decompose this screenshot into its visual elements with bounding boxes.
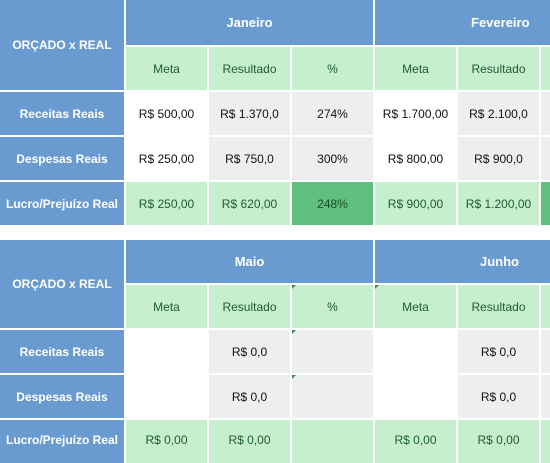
cell-resultado[interactable]: R$ 0,00 [458,420,539,463]
subheader-meta[interactable]: Meta [375,285,456,328]
cell-percent[interactable]: 300% [292,137,373,180]
cell-meta[interactable] [126,375,207,418]
subheader-partial[interactable] [541,47,550,90]
row-label-receitas[interactable]: Receitas Reais [0,92,124,135]
cell-partial[interactable] [541,330,550,373]
cell-percent-highlight[interactable]: 248% [292,182,373,225]
cell-meta[interactable]: R$ 900,00 [375,182,456,225]
subheader-resultado[interactable]: Resultado [209,47,290,90]
cell-resultado[interactable]: R$ 0,0 [458,375,539,418]
cell-meta[interactable]: R$ 0,00 [375,420,456,463]
cell-resultado[interactable]: R$ 1.370,0 [209,92,290,135]
subheader-meta[interactable]: Meta [375,47,456,90]
cell-meta[interactable] [375,330,456,373]
cell-partial[interactable] [541,182,550,225]
cell-meta[interactable]: R$ 500,00 [126,92,207,135]
cell-partial[interactable] [541,92,550,135]
cell-resultado[interactable]: R$ 0,0 [458,330,539,373]
cell-partial[interactable] [541,137,550,180]
cell-percent[interactable] [292,420,373,463]
cell-resultado[interactable]: R$ 0,0 [209,375,290,418]
month-header-maio[interactable]: Maio [126,240,373,283]
cell-percent[interactable]: 274% [292,92,373,135]
subheader-resultado[interactable]: Resultado [458,285,539,328]
cell-meta[interactable] [375,375,456,418]
cell-partial[interactable] [541,420,550,463]
subheader-percent[interactable]: % [292,285,373,328]
cell-resultado[interactable]: R$ 900,0 [458,137,539,180]
cell-resultado[interactable]: R$ 620,00 [209,182,290,225]
subheader-resultado[interactable]: Resultado [458,47,539,90]
subheader-resultado[interactable]: Resultado [209,285,290,328]
month-header-janeiro[interactable]: Janeiro [126,0,373,45]
subheader-meta[interactable]: Meta [126,285,207,328]
cell-resultado[interactable]: R$ 2.100,0 [458,92,539,135]
cell-resultado[interactable]: R$ 0,0 [209,330,290,373]
cell-partial[interactable] [541,375,550,418]
month-header-fevereiro[interactable]: Fevereiro [375,0,550,45]
cell-meta[interactable]: R$ 250,00 [126,182,207,225]
month-header-junho[interactable]: Junho [375,240,550,283]
table-corner-header[interactable]: ORÇADO x REAL [0,240,124,328]
subheader-partial[interactable] [541,285,550,328]
row-label-lucro[interactable]: Lucro/Prejuízo Real [0,182,124,225]
cell-resultado[interactable]: R$ 0,00 [209,420,290,463]
cell-meta[interactable]: R$ 250,00 [126,137,207,180]
cell-resultado[interactable]: R$ 1.200,00 [458,182,539,225]
table-corner-header[interactable]: ORÇADO x REAL [0,0,124,90]
cell-meta[interactable] [126,330,207,373]
subheader-meta[interactable]: Meta [126,47,207,90]
cell-resultado[interactable]: R$ 750,0 [209,137,290,180]
row-label-receitas[interactable]: Receitas Reais [0,330,124,373]
subheader-percent[interactable]: % [292,47,373,90]
cell-meta[interactable]: R$ 0,00 [126,420,207,463]
cell-percent[interactable] [292,330,373,373]
row-label-lucro[interactable]: Lucro/Prejuízo Real [0,420,124,463]
cell-meta[interactable]: R$ 800,00 [375,137,456,180]
cell-percent[interactable] [292,375,373,418]
row-label-despesas[interactable]: Despesas Reais [0,375,124,418]
row-label-despesas[interactable]: Despesas Reais [0,137,124,180]
cell-meta[interactable]: R$ 1.700,00 [375,92,456,135]
